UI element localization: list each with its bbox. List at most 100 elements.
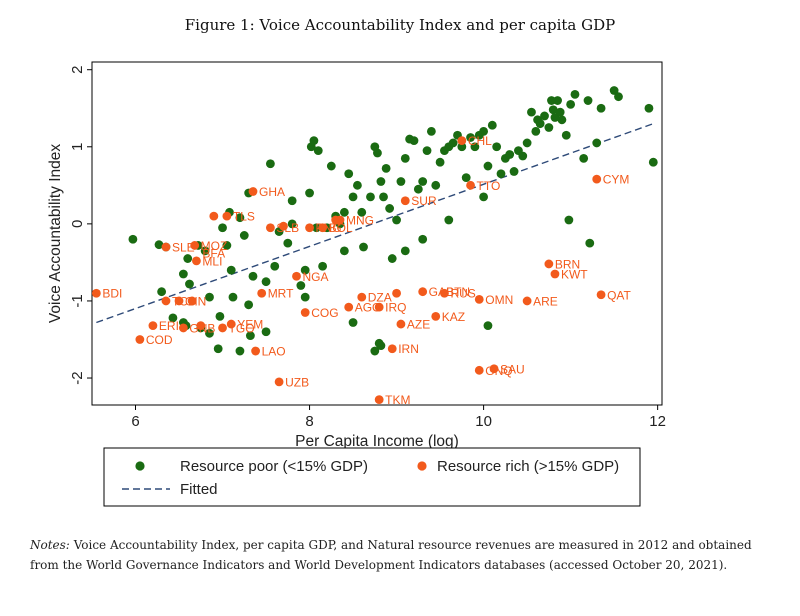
country-label: NGA <box>303 270 329 284</box>
country-label: GAB <box>429 285 454 299</box>
country-label: SAU <box>500 362 525 376</box>
point-resource-poor <box>422 146 432 156</box>
point-resource-rich <box>489 364 499 374</box>
point-resource-poor <box>496 169 506 179</box>
point-resource-poor <box>168 313 178 323</box>
y-tick-label: 1 <box>69 143 86 151</box>
country-label: KWT <box>561 267 588 281</box>
point-resource-rich <box>248 187 258 196</box>
country-label: TTO <box>477 179 501 193</box>
x-tick-label: 8 <box>305 413 313 430</box>
point-resource-rich <box>440 288 449 298</box>
point-resource-rich <box>457 136 467 146</box>
point-resource-poor <box>222 241 232 250</box>
point-resource-rich <box>209 211 219 221</box>
legend-marker-poor <box>135 461 145 471</box>
legend-label-poor: Resource poor (<15% GDP) <box>180 458 368 475</box>
point-resource-poor <box>522 138 532 148</box>
country-label: DZA <box>368 291 392 305</box>
point-resource-poor <box>359 242 368 252</box>
point-resource-poor <box>300 292 310 302</box>
country-label: IRN <box>398 342 419 356</box>
country-label: TCD <box>172 294 197 308</box>
country-label: TKM <box>385 393 410 407</box>
country-label: ARE <box>533 294 558 308</box>
point-resource-poor <box>548 105 558 115</box>
point-resource-poor <box>518 151 528 161</box>
y-tick-label: 0 <box>69 220 86 228</box>
x-tick-label: 12 <box>649 413 666 430</box>
point-resource-poor <box>609 86 619 95</box>
x-tick-label: 6 <box>131 413 139 430</box>
legend-box <box>103 447 641 507</box>
point-resource-rich <box>466 180 475 190</box>
point-resource-poor <box>228 292 238 302</box>
point-resource-poor <box>547 96 556 105</box>
point-resource-poor <box>492 142 502 152</box>
point-resource-rich <box>387 344 397 354</box>
point-resource-poor <box>245 331 255 341</box>
point-resource-poor <box>128 234 138 244</box>
point-resource-poor <box>309 136 319 146</box>
point-resource-rich <box>190 241 200 250</box>
point-resource-poor <box>431 180 441 190</box>
country-label: GIN <box>185 294 206 308</box>
country-label: GNQ <box>485 364 512 378</box>
y-tick-label: -2 <box>69 371 86 384</box>
point-resource-poor <box>339 207 349 217</box>
country-label: AGO <box>355 301 382 315</box>
point-resource-rich <box>318 223 328 233</box>
point-resource-poor <box>379 192 388 202</box>
country-label: MRT <box>268 287 294 301</box>
point-resource-rich <box>474 295 484 304</box>
point-resource-poor <box>564 215 574 225</box>
country-label: BOL <box>329 221 353 235</box>
point-resource-poor <box>265 159 275 169</box>
country-label: OMN <box>485 293 513 307</box>
point-resource-poor <box>318 261 328 271</box>
point-resource-poor <box>555 107 565 117</box>
point-resource-poor <box>470 142 480 152</box>
point-resource-rich <box>251 346 261 356</box>
point-resource-rich <box>522 296 532 306</box>
point-resource-rich <box>292 271 301 281</box>
point-resource-rich <box>300 308 310 317</box>
point-resource-poor <box>570 89 580 99</box>
point-resource-poor <box>244 300 254 310</box>
point-resource-rich <box>374 395 384 405</box>
country-label: GNB <box>189 321 215 335</box>
country-label: MNG <box>346 214 374 228</box>
country-label: BFA <box>202 247 225 261</box>
point-resource-poor <box>592 138 602 148</box>
point-resource-rich <box>161 242 171 252</box>
point-resource-rich <box>431 311 441 321</box>
point-resource-poor <box>370 346 380 356</box>
point-resource-poor <box>483 161 493 171</box>
point-resource-poor <box>185 279 194 289</box>
point-resource-poor <box>235 346 245 356</box>
point-resource-poor <box>444 215 454 225</box>
point-resource-poor <box>435 157 445 167</box>
notes-lead: Notes: <box>30 538 70 552</box>
point-resource-poor <box>366 192 375 202</box>
point-resource-poor <box>385 204 395 213</box>
country-label: ERI <box>159 319 179 333</box>
point-resource-poor <box>553 96 562 105</box>
point-resource-poor <box>418 177 428 186</box>
point-resource-poor <box>596 103 606 113</box>
country-label: BTN <box>446 285 470 299</box>
point-resource-rich <box>418 287 428 297</box>
country-label: CYM <box>603 173 630 187</box>
point-resource-rich <box>148 321 158 331</box>
point-resource-poor <box>305 188 314 198</box>
point-resource-poor <box>287 219 297 229</box>
country-label: QAT <box>607 288 631 302</box>
country-label: SUR <box>411 194 437 208</box>
point-resource-poor <box>376 177 386 186</box>
point-resource-rich <box>344 302 354 312</box>
point-resource-rich <box>257 288 267 298</box>
point-resource-poor <box>313 146 323 156</box>
country-label: SLE <box>172 240 195 254</box>
point-resource-poor <box>287 196 297 206</box>
point-resource-poor <box>239 231 249 240</box>
